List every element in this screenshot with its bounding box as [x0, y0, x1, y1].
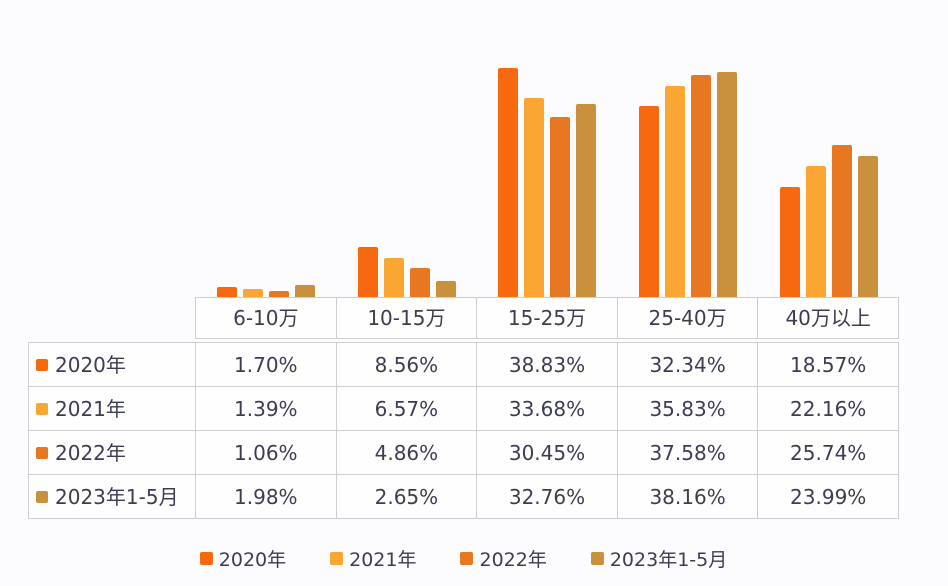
table-row-1: 2020年 1.70% 8.56% 38.83% 32.34% 18.57%	[28, 342, 899, 387]
bar-2020年-15-25万	[498, 67, 519, 297]
row-label-cell: 2021年	[28, 386, 196, 431]
table-row-2: 2021年 1.39% 6.57% 33.68% 35.83% 22.16%	[28, 386, 899, 431]
bar-2022年-40万以上	[831, 145, 852, 297]
bar-2023年1-5月-10-15万	[435, 281, 456, 297]
value-cell: 18.57%	[757, 342, 899, 387]
value-cell: 38.16%	[616, 474, 759, 519]
legend-swatch-icon	[460, 552, 474, 565]
bar-2020年-40万以上	[779, 187, 800, 297]
row-label-cell: 2020年	[28, 342, 196, 387]
value-cell: 1.06%	[195, 430, 337, 475]
value-cell: 25.74%	[757, 430, 899, 475]
value-cell: 38.83%	[476, 342, 618, 387]
chart-legend: 2020年 2021年 2022年 2023年1-5月	[28, 545, 899, 572]
value-cell: 32.34%	[616, 342, 759, 387]
value-cell: 1.98%	[195, 474, 337, 519]
bar-2021年-25-40万	[665, 85, 686, 297]
row-label: 2022年	[55, 440, 126, 465]
table-header-row: 6-10万 10-15万 15-25万 25-40万 40万以上	[28, 297, 899, 342]
bar-chart	[28, 45, 899, 297]
series-color-swatch-icon	[36, 490, 48, 503]
value-cell: 30.45%	[476, 430, 618, 475]
series-color-swatch-icon	[36, 358, 48, 371]
legend-label: 2023年1-5月	[609, 549, 728, 571]
bar-2023年1-5月-15-25万	[576, 103, 597, 297]
bar-group-4	[618, 45, 759, 297]
value-cell: 6.57%	[335, 386, 478, 431]
value-cell: 2.65%	[335, 474, 478, 519]
legend-label: 2022年	[479, 549, 547, 571]
legend-item-1: 2020年	[199, 545, 287, 572]
column-header-2: 10-15万	[335, 297, 478, 339]
column-header-3: 15-25万	[476, 297, 618, 339]
legend-item-4: 2023年1-5月	[590, 545, 728, 572]
bar-2020年-10-15万	[357, 246, 378, 297]
bar-group-3	[477, 45, 618, 297]
series-color-swatch-icon	[36, 446, 48, 459]
row-label-cell: 2023年1-5月	[28, 474, 196, 519]
table-body: 2020年 1.70% 8.56% 38.83% 32.34% 18.57% 2021年 1.…	[28, 342, 899, 519]
bar-2023年1-5月-40万以上	[857, 155, 878, 297]
bar-2021年-10-15万	[383, 258, 404, 297]
bar-2023年1-5月-25-40万	[717, 71, 738, 297]
value-cell: 33.68%	[476, 386, 618, 431]
value-cell: 22.16%	[757, 386, 899, 431]
bar-group-1	[196, 45, 337, 297]
bar-2023年1-5月-6-10万	[295, 285, 316, 297]
column-header-1: 6-10万	[195, 297, 337, 339]
row-label: 2023年1-5月	[55, 484, 179, 509]
legend-label: 2021年	[349, 549, 417, 571]
value-cell: 8.56%	[335, 342, 478, 387]
legend-swatch-icon	[590, 552, 604, 565]
data-table: 6-10万 10-15万 15-25万 25-40万 40万以上 2020年 1.70% 8…	[28, 297, 899, 519]
value-cell: 1.39%	[195, 386, 337, 431]
value-cell: 4.86%	[335, 430, 478, 475]
table-row-4: 2023年1-5月 1.98% 2.65% 32.76% 38.16% 23.99%	[28, 474, 899, 519]
bar-2022年-6-10万	[269, 290, 290, 297]
value-cell: 23.99%	[757, 474, 899, 519]
row-label: 2020年	[55, 352, 126, 377]
bar-2022年-25-40万	[691, 75, 712, 297]
value-cell: 32.76%	[476, 474, 618, 519]
bar-2020年-6-10万	[217, 287, 238, 297]
table-row-3: 2022年 1.06% 4.86% 30.45% 37.58% 25.74%	[28, 430, 899, 475]
row-label-cell: 2022年	[28, 430, 196, 475]
series-color-swatch-icon	[36, 402, 48, 415]
row-label: 2021年	[55, 396, 126, 421]
bar-2021年-40万以上	[805, 166, 826, 297]
bar-2020年-25-40万	[639, 106, 660, 297]
bar-2021年-15-25万	[524, 98, 545, 297]
value-cell: 35.83%	[616, 386, 759, 431]
legend-item-3: 2022年	[460, 545, 547, 572]
value-cell: 37.58%	[616, 430, 759, 475]
chart-and-table: 6-10万 10-15万 15-25万 25-40万 40万以上 2020年 1.70% 8…	[28, 0, 899, 572]
column-header-4: 25-40万	[616, 297, 759, 339]
bar-2022年-10-15万	[409, 268, 430, 297]
legend-swatch-icon	[330, 552, 344, 565]
legend-item-2: 2021年	[330, 545, 416, 572]
value-cell: 1.70%	[195, 342, 337, 387]
legend-label: 2020年	[218, 549, 287, 571]
bar-group-2	[337, 45, 478, 297]
bar-2021年-6-10万	[243, 288, 264, 297]
legend-swatch-icon	[199, 552, 213, 565]
bar-group-5	[758, 45, 899, 297]
column-header-5: 40万以上	[757, 297, 899, 339]
bar-2022年-15-25万	[550, 117, 571, 297]
table-corner-cell	[28, 297, 196, 342]
